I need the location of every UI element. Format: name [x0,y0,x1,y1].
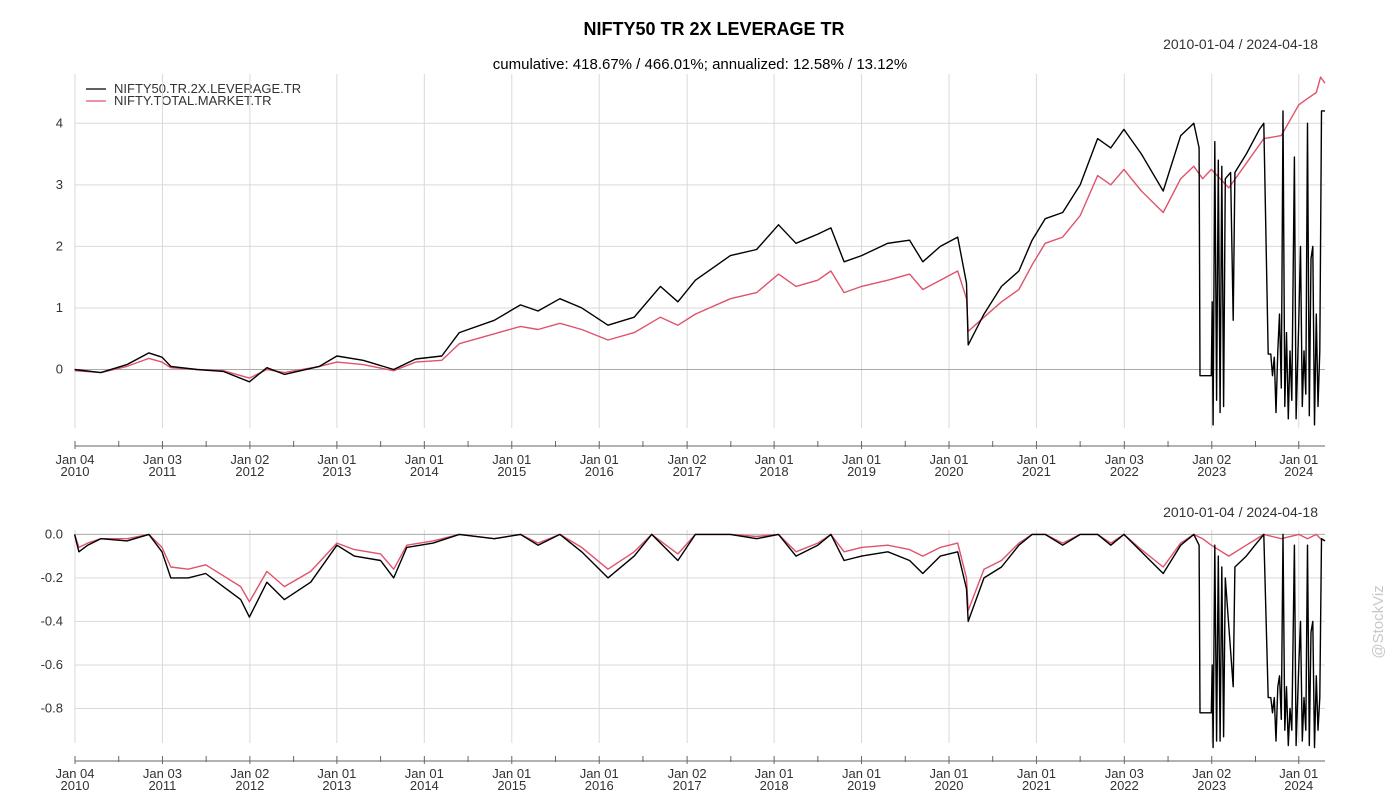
top-xtick-year-4: 2014 [410,464,439,479]
top-xtick-label-7: Jan 02 [668,452,707,467]
bottom-series-leveraged-line [73,533,1326,749]
bottom-series-market-line [73,533,1326,612]
top-xtick-year-9: 2019 [847,464,876,479]
top-ytick-label-2: 2 [56,238,63,253]
top-xtick-label-9: Jan 01 [842,452,881,467]
top-xtick-label-14: Jan 01 [1279,452,1318,467]
bottom-ytick-label-4: -0.8 [41,700,63,715]
bottom-xtick-year-1: 2011 [148,778,176,793]
top-ytick-label-1: 1 [56,300,63,315]
legend-label-market: NIFTY.TOTAL.MARKET.TR [114,93,271,108]
bottom-xtick-label-9: Jan 01 [842,766,881,781]
bottom-xtick-year-11: 2021 [1022,778,1051,793]
top-xtick-year-0: 2010 [61,464,90,479]
top-xtick-year-12: 2022 [1110,464,1139,479]
bottom-xtick-year-13: 2023 [1197,778,1226,793]
bottom-xtick-label-10: Jan 01 [929,766,968,781]
top-series-market-line [74,76,1326,379]
top-xtick-year-13: 2023 [1197,464,1226,479]
bottom-xtick-year-14: 2024 [1284,778,1313,793]
top-xtick-label-5: Jan 01 [492,452,531,467]
top-xtick-year-5: 2015 [497,464,526,479]
top-xtick-year-10: 2020 [935,464,964,479]
watermark: @StockViz [1370,585,1387,658]
bottom-xtick-year-9: 2019 [847,778,876,793]
top-xtick-label-3: Jan 01 [317,452,356,467]
bottom-xtick-year-5: 2015 [497,778,526,793]
top-xtick-year-2: 2012 [235,464,264,479]
bottom-xtick-year-4: 2014 [410,778,439,793]
bottom-xtick-label-12: Jan 03 [1105,766,1144,781]
top-series-leveraged-line [74,110,1325,426]
top-xtick-label-10: Jan 01 [929,452,968,467]
bottom-xtick-label-11: Jan 01 [1017,766,1056,781]
chart-subtitle: cumulative: 418.67% / 466.01%; annualize… [493,56,907,73]
legend-label-leveraged: NIFTY50.TR.2X.LEVERAGE.TR [114,81,301,96]
bottom-xtick-year-2: 2012 [235,778,264,793]
bottom-xtick-year-8: 2018 [760,778,789,793]
top-xtick-label-4: Jan 01 [405,452,444,467]
chart-title: NIFTY50 TR 2X LEVERAGE TR [583,19,844,39]
bottom-xtick-label-8: Jan 01 [755,766,794,781]
top-xtick-year-3: 2013 [322,464,351,479]
top-xtick-year-8: 2018 [760,464,789,479]
top-xtick-label-12: Jan 03 [1105,452,1144,467]
top-xtick-year-11: 2021 [1022,464,1051,479]
top-xtick-label-0: Jan 04 [55,452,94,467]
legend: NIFTY50.TR.2X.LEVERAGE.TR NIFTY.TOTAL.MA… [86,81,301,108]
top-date-range: 2010-01-04 / 2024-04-18 [1163,36,1318,52]
bottom-ytick-label-2: -0.4 [41,613,63,628]
bottom-xtick-label-6: Jan 01 [580,766,619,781]
bottom-date-range: 2010-01-04 / 2024-04-18 [1163,504,1318,520]
bottom-xtick-label-4: Jan 01 [405,766,444,781]
bottom-xtick-label-13: Jan 02 [1192,766,1231,781]
top-xtick-label-8: Jan 01 [755,452,794,467]
bottom-xtick-label-14: Jan 01 [1279,766,1318,781]
top-xtick-year-14: 2024 [1284,464,1313,479]
top-xtick-label-11: Jan 01 [1017,452,1056,467]
bottom-xtick-label-7: Jan 02 [668,766,707,781]
bottom-ytick-label-0: 0.0 [45,526,63,541]
bottom-xtick-year-12: 2022 [1110,778,1139,793]
bottom-xtick-year-6: 2016 [585,778,614,793]
top-ytick-label-4: 4 [56,115,63,130]
bottom-xtick-year-0: 2010 [61,778,90,793]
bottom-ytick-label-1: -0.2 [41,570,63,585]
top-xtick-year-6: 2016 [585,464,614,479]
bottom-xtick-label-3: Jan 01 [317,766,356,781]
bottom-xtick-label-5: Jan 01 [492,766,531,781]
top-xtick-label-2: Jan 02 [230,452,269,467]
top-xtick-year-7: 2017 [673,464,702,479]
top-xtick-label-1: Jan 03 [143,452,182,467]
top-xtick-year-1: 2011 [148,464,176,479]
top-xtick-label-13: Jan 02 [1192,452,1231,467]
bottom-xtick-label-1: Jan 03 [143,766,182,781]
bottom-xtick-label-2: Jan 02 [230,766,269,781]
bottom-xtick-label-0: Jan 04 [55,766,94,781]
bottom-xtick-year-10: 2020 [935,778,964,793]
top-xtick-label-6: Jan 01 [580,452,619,467]
top-ytick-label-3: 3 [56,177,63,192]
bottom-xtick-year-3: 2013 [322,778,351,793]
top-ytick-label-0: 0 [56,362,63,377]
bottom-xtick-year-7: 2017 [673,778,702,793]
bottom-ytick-label-3: -0.6 [41,657,63,672]
